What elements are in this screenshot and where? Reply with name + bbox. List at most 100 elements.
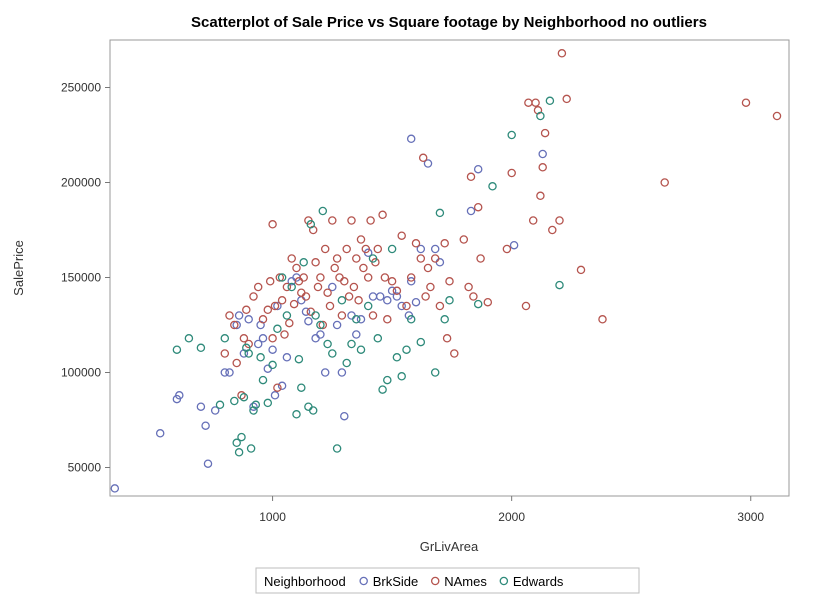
scatter-point-edwards [258, 375, 268, 385]
scatter-point-edwards [397, 372, 406, 381]
scatter-point-brkside [328, 282, 337, 292]
legend-label-names: NAmes [444, 574, 487, 589]
scatter-point-names [411, 239, 421, 248]
scatter-point-edwards [440, 315, 449, 324]
scatter-point-brkside [277, 381, 287, 391]
scatter-point-brkside [387, 286, 397, 296]
data-points [110, 49, 782, 493]
y-axis-label: SalePrice [11, 240, 26, 296]
scatter-point-edwards [332, 444, 342, 453]
scatter-point-names [332, 254, 342, 263]
scatter-point-names [311, 258, 320, 267]
scatter-point-edwards [234, 448, 244, 457]
scatter-point-names [426, 282, 435, 292]
scatter-point-brkside [196, 402, 206, 411]
scatter-point-brkside [392, 292, 402, 301]
scatter-point-names [337, 311, 347, 320]
scatter-point-edwards [323, 339, 332, 349]
scatter-point-names [273, 383, 282, 392]
scatter-point-edwards [488, 182, 497, 191]
scatter-point-names [289, 299, 299, 309]
scatter-point-edwards [318, 206, 328, 216]
scatter-point-edwards [230, 396, 239, 406]
scatter-point-brkside [332, 320, 342, 330]
scatter-point-edwards [277, 273, 287, 282]
scatter-point-names [318, 320, 328, 330]
scatter-point-edwards [251, 400, 261, 410]
legend-marker-edwards [499, 576, 509, 586]
scatter-point-names [237, 391, 246, 400]
scatter-point-names [397, 231, 406, 240]
scatter-point-names [265, 277, 275, 286]
scatter-point-names [287, 254, 296, 263]
y-tick-label: 100000 [61, 366, 101, 380]
scatter-point-names [323, 288, 332, 297]
scatter-point-names [576, 265, 586, 275]
scatter-point-names [361, 244, 371, 254]
scatter-point-edwards [220, 334, 230, 343]
scatter-point-brkside [155, 429, 165, 438]
scatter-point-brkside [383, 296, 392, 305]
scatter-point-edwards [263, 398, 273, 408]
scatter-point-names [557, 49, 567, 58]
scatter-point-brkside [316, 330, 325, 339]
scatter-point-names [232, 358, 241, 368]
scatter-point-names [277, 296, 287, 305]
scatter-point-edwards [363, 301, 373, 311]
scatter-point-brkside [270, 391, 280, 400]
scatter-point-names [230, 320, 239, 330]
scatter-point-names [442, 334, 452, 343]
scatter-point-edwards [246, 444, 256, 453]
scatter-point-names [366, 216, 375, 225]
scatter-point-brkside [304, 316, 313, 326]
x-tick-label: 1000 [259, 510, 286, 524]
scatter-point-names [464, 282, 473, 292]
scatter-point-edwards [368, 254, 378, 263]
legend-marker-brkside [359, 576, 368, 586]
scatter-point-brkside [263, 364, 273, 373]
scatter-point-names [328, 216, 337, 225]
scatter-point-names [536, 191, 545, 201]
x-tick-label: 2000 [498, 510, 525, 524]
scatter-point-edwards [347, 339, 356, 349]
scatter-point-brkside [509, 240, 519, 250]
scatter-point-edwards [294, 354, 304, 364]
scatter-point-names [249, 292, 258, 301]
scatter-point-brkside [268, 345, 277, 354]
scatter-point-names [402, 301, 411, 311]
scatter-point-names [528, 216, 538, 225]
scatter-point-edwards [545, 96, 555, 106]
scatter-point-names [282, 282, 292, 292]
scatter-point-names [416, 254, 426, 263]
scatter-point-names [383, 315, 392, 324]
scatter-point-brkside [538, 149, 547, 159]
scatter-point-edwards [435, 208, 445, 218]
scatter-point-names [342, 244, 351, 254]
scatter-point-edwards [297, 383, 306, 392]
y-tick-label: 150000 [61, 271, 101, 285]
scatter-point-names [301, 292, 311, 301]
scatter-point-names [297, 288, 306, 297]
scatter-point-names [476, 254, 485, 263]
scatter-point-names [507, 168, 516, 178]
scatter-point-names [373, 244, 383, 254]
scatter-point-brkside [258, 334, 268, 343]
scatter-point-edwards [430, 368, 440, 377]
scatter-point-edwards [328, 349, 337, 358]
scatter-point-brkside [201, 421, 210, 430]
scatter-point-names [268, 334, 277, 343]
scatter-point-names [349, 282, 359, 292]
scatter-point-names [502, 244, 512, 254]
legend-title: Neighborhood [264, 574, 346, 589]
scatter-point-names [352, 254, 361, 263]
scatter-point-names [483, 297, 493, 307]
x-axis-label: GrLivArea [420, 539, 479, 554]
scatter-point-edwards [287, 282, 296, 292]
scatter-point-names [242, 305, 251, 315]
scatter-point-names [440, 239, 449, 248]
scatter-point-edwards [311, 311, 320, 320]
scatter-point-names [660, 178, 669, 187]
scatter-point-edwards [299, 258, 308, 267]
scatter-point-names [598, 315, 607, 324]
